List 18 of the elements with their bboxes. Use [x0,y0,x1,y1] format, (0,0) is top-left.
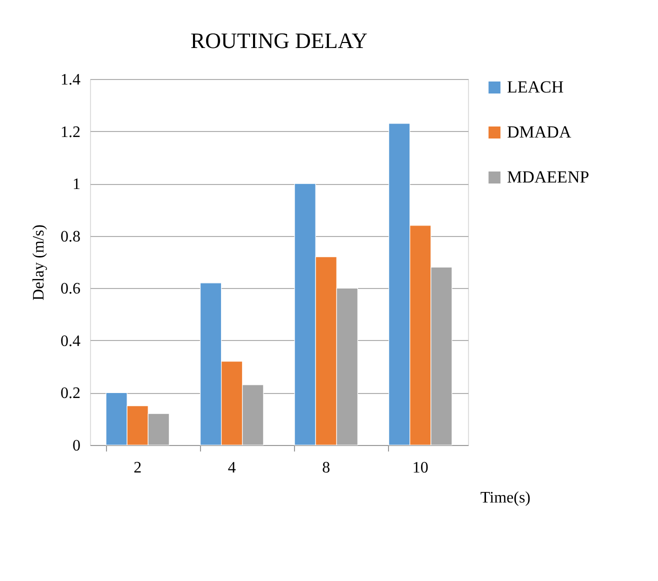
chart-title: ROUTING DELAY [190,28,368,53]
y-tick-label: 0.2 [60,385,80,402]
y-tick-label: 1.2 [60,124,80,141]
y-tick-label: 1 [72,176,80,194]
x-tick-label: 2 [134,460,142,476]
y-tick-label: 0.4 [60,332,80,350]
x-axis-title: Time(s) [480,490,530,506]
legend-label: LEACH [507,78,564,96]
y-axis-title: Delay (m/s) [30,224,48,300]
legend-label: DMADA [507,122,572,142]
x-tick-label: 10 [412,460,428,476]
x-tick-label: 8 [322,460,330,476]
y-tick-label: 1.4 [60,72,80,88]
x-tick-label: 4 [228,460,236,476]
y-tick-label: 0 [72,438,80,454]
legend-label: MDAEENP [507,168,590,186]
y-tick-label: 0.6 [60,280,80,298]
y-tick-label: 0.8 [60,228,80,246]
